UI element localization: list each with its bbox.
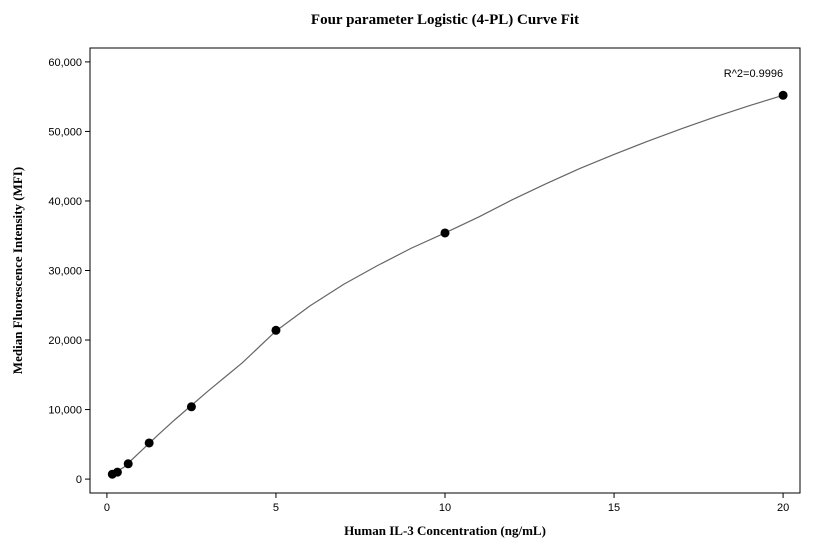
x-tick-label: 0 (104, 502, 110, 514)
chart-svg: Four parameter Logistic (4-PL) Curve Fit… (0, 0, 832, 560)
data-point (271, 326, 280, 335)
y-axis-label: Median Fluorescence Intensity (MFI) (10, 167, 25, 374)
data-point (779, 91, 788, 100)
x-tick-label: 5 (273, 502, 279, 514)
x-axis-label: Human IL-3 Concentration (ng/mL) (344, 523, 546, 538)
y-tick-label: 30,000 (48, 266, 82, 278)
fit-curve (112, 95, 783, 474)
data-point (145, 438, 154, 447)
x-tick-label: 10 (439, 502, 451, 514)
y-tick-label: 10,000 (48, 405, 82, 417)
x-tick-label: 20 (777, 502, 789, 514)
y-tick-label: 60,000 (48, 57, 82, 69)
y-tick-label: 20,000 (48, 335, 82, 347)
data-point (441, 228, 450, 237)
y-tick-label: 40,000 (48, 196, 82, 208)
chart-container: Four parameter Logistic (4-PL) Curve Fit… (0, 0, 832, 560)
chart-title: Four parameter Logistic (4-PL) Curve Fit (311, 12, 579, 28)
y-tick-label: 50,000 (48, 126, 82, 138)
data-point (124, 459, 133, 468)
x-tick-label: 15 (608, 502, 620, 514)
y-tick-label: 0 (76, 474, 82, 486)
data-point (113, 468, 122, 477)
plot-border (90, 48, 800, 493)
data-point (187, 402, 196, 411)
r-squared-annotation: R^2=0.9996 (724, 68, 783, 80)
